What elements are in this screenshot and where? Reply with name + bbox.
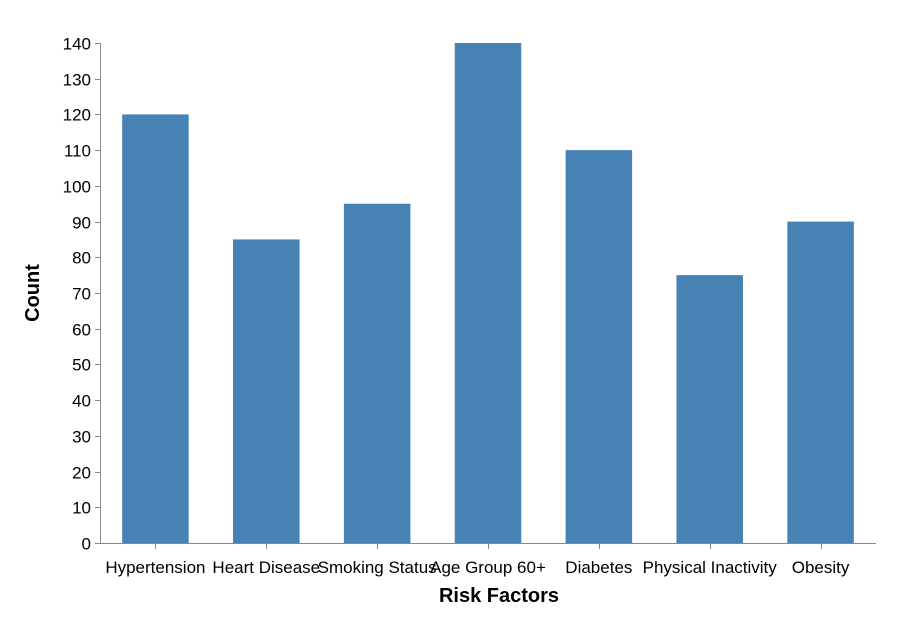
bar bbox=[343, 203, 411, 543]
y-tick-label: 110 bbox=[64, 142, 91, 161]
bar bbox=[787, 221, 854, 544]
y-tick-label: 0 bbox=[82, 535, 91, 554]
bars bbox=[122, 43, 854, 544]
y-tick-label: 60 bbox=[72, 321, 91, 340]
y-tick-label: 100 bbox=[63, 178, 91, 197]
y-tick-label: 30 bbox=[72, 428, 91, 447]
x-tick-label: Hypertension bbox=[105, 558, 205, 577]
bar bbox=[233, 239, 300, 543]
bar bbox=[565, 150, 633, 543]
x-tick-label: Smoking Status bbox=[318, 558, 437, 577]
x-tick-label: Heart Disease bbox=[212, 558, 320, 577]
y-axis-title: Count bbox=[22, 264, 44, 322]
y-tick-label: 20 bbox=[72, 464, 91, 483]
y-axis: 0 10 20 30 40 50 60 70 80 90 100 110 120 130 140 bbox=[63, 35, 101, 554]
y-tick-label: 140 bbox=[63, 35, 91, 54]
y-tick-label: 10 bbox=[72, 499, 91, 518]
x-tick-label: Physical Inactivity bbox=[643, 558, 778, 577]
bar bbox=[454, 43, 522, 543]
bar bbox=[676, 275, 743, 543]
y-tick-label: 50 bbox=[72, 356, 91, 375]
y-tick-label: 70 bbox=[72, 285, 91, 304]
y-tick-label: 130 bbox=[63, 71, 91, 90]
x-axis-title: Risk Factors bbox=[439, 585, 559, 607]
x-tick-label: Diabetes bbox=[565, 558, 632, 577]
bar bbox=[122, 114, 189, 543]
y-tick-label: 40 bbox=[72, 392, 91, 411]
y-tick-label: 90 bbox=[72, 214, 91, 233]
y-tick-label: 80 bbox=[72, 249, 91, 268]
y-tick-label: 120 bbox=[63, 106, 91, 125]
x-tick-label: Obesity bbox=[792, 558, 850, 577]
x-tick-label: Age Group 60+ bbox=[430, 558, 546, 577]
